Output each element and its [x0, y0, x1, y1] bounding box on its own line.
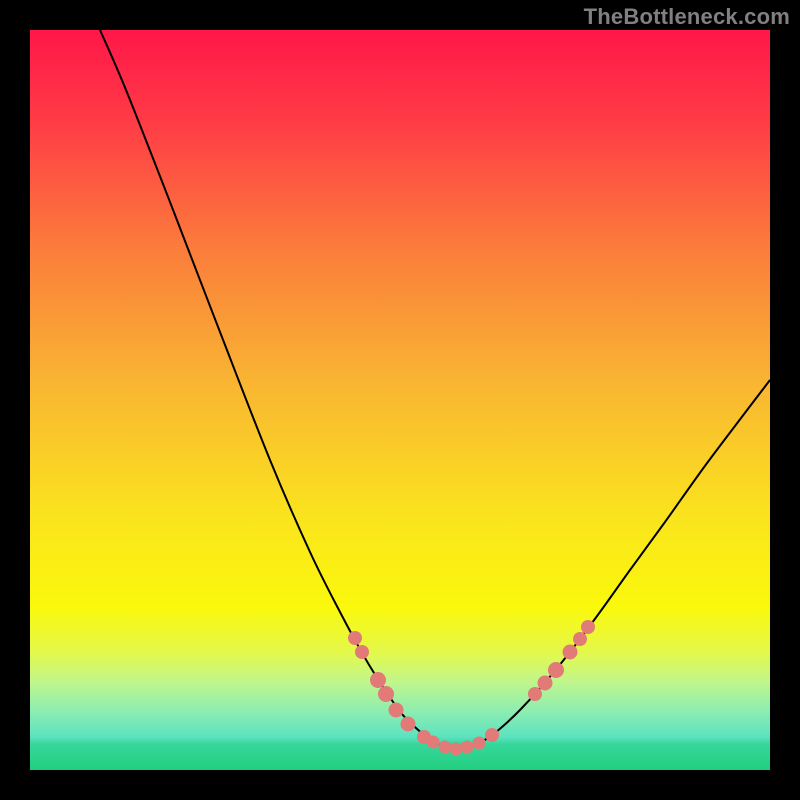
data-point [485, 728, 499, 742]
data-point [401, 717, 416, 732]
data-point [563, 645, 578, 660]
bottleneck-curve [30, 30, 770, 770]
data-point [378, 686, 394, 702]
data-point [581, 620, 595, 634]
curve-path [100, 30, 770, 748]
watermark: TheBottleneck.com [584, 4, 790, 30]
data-point [355, 645, 369, 659]
chart-frame: TheBottleneck.com [0, 0, 800, 800]
data-point [538, 676, 553, 691]
plot-area [30, 30, 770, 770]
data-point [348, 631, 362, 645]
data-point [573, 632, 587, 646]
data-point [473, 737, 486, 750]
data-point [389, 703, 404, 718]
data-point [548, 662, 564, 678]
